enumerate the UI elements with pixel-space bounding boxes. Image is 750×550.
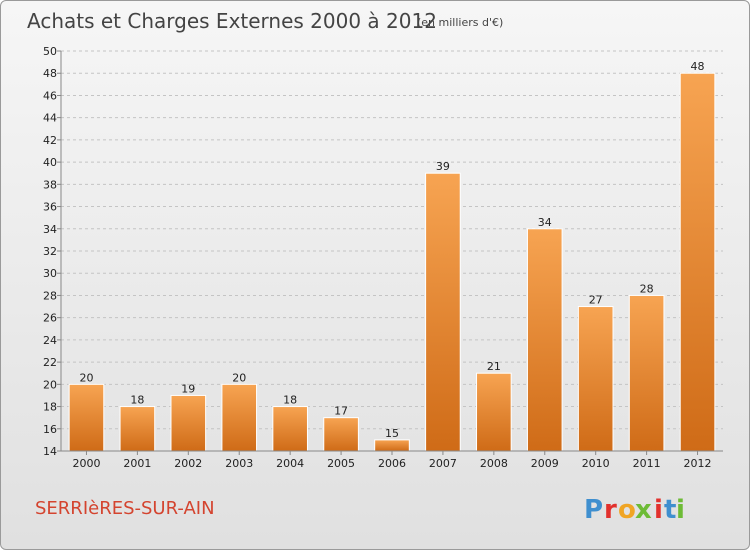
y-tick-label: 46 [43,89,57,102]
bar-value-label: 20 [79,371,93,384]
logo-letter: P [584,495,603,525]
bar [323,417,359,452]
bar-value-label: 18 [130,394,144,407]
y-tick-label: 30 [43,267,57,280]
logo-letter: r [604,495,617,525]
place-name: SERRIèRES-SUR-AIN [35,498,215,519]
bar-value-label: 18 [283,394,297,407]
x-tick-label: 2006 [378,457,406,470]
y-tick-label: 20 [43,378,57,391]
y-tick-label: 38 [43,178,57,191]
bar [119,406,156,452]
logo-letter: t [664,495,676,525]
bar-value-label: 17 [334,405,348,418]
logo-letter: i [676,495,685,525]
y-tick-label: 32 [43,245,57,258]
bar-value-label: 15 [385,427,399,440]
y-tick-label: 26 [43,312,57,325]
x-tick-label: 2007 [429,457,457,470]
x-tick-label: 2000 [72,457,100,470]
y-tick-label: 16 [43,423,57,436]
bar-value-label: 27 [589,294,603,307]
y-tick-label: 28 [43,289,57,302]
y-tick-label: 48 [43,67,57,80]
bar [170,394,207,452]
y-tick-label: 34 [43,223,57,236]
x-tick-label: 2009 [531,457,559,470]
bar [577,306,614,452]
chart-subtitle: (en milliers d'€) [417,16,503,29]
bar-value-label: 19 [181,382,195,395]
y-tick-label: 42 [43,134,57,147]
bar-value-label: 28 [640,282,654,295]
x-tick-label: 2011 [633,457,661,470]
y-tick-label: 40 [43,156,57,169]
bar-value-label: 34 [538,216,552,229]
bar [425,172,461,452]
bar [679,72,716,452]
y-axis-ticks: 14 16 18 20 22 24 26 28 30 32 34 36 38 40 42 44 46 48 50 [43,45,61,458]
logo-letter: o [618,495,636,525]
y-tick-label: 50 [43,45,57,58]
x-tick-label: 2002 [174,457,202,470]
x-tick-label: 2003 [225,457,253,470]
logo-letter: x [635,495,652,525]
bar-value-label: 39 [436,160,450,173]
y-tick-label: 18 [43,401,57,414]
bars: 20 18 19 20 18 17 15 39 21 34 27 28 48 [68,60,716,452]
x-tick-label: 2010 [582,457,610,470]
bar-value-label: 48 [691,60,705,73]
y-tick-label: 36 [43,201,57,214]
bar-value-label: 21 [487,360,501,373]
bar [628,294,665,452]
bar [374,439,410,452]
bar-value-label: 20 [232,371,246,384]
x-axis-ticks: 2000 2001 2002 2003 2004 2005 2006 2007 2008 2009… [72,451,712,470]
y-tick-label: 14 [43,445,57,458]
x-tick-label: 2012 [684,457,712,470]
bar [272,406,308,452]
bar [221,383,258,452]
bar [476,372,512,452]
bar [68,383,105,452]
x-tick-label: 2001 [123,457,151,470]
logo-letter: i [654,495,663,525]
x-tick-label: 2008 [480,457,508,470]
y-tick-label: 22 [43,356,57,369]
y-tick-label: 44 [43,112,57,125]
grid-lines [61,50,723,430]
y-tick-label: 24 [43,334,57,347]
chart-title: Achats et Charges Externes 2000 à 2012 [27,9,437,33]
x-tick-label: 2005 [327,457,355,470]
x-tick-label: 2004 [276,457,304,470]
bar [526,228,563,452]
